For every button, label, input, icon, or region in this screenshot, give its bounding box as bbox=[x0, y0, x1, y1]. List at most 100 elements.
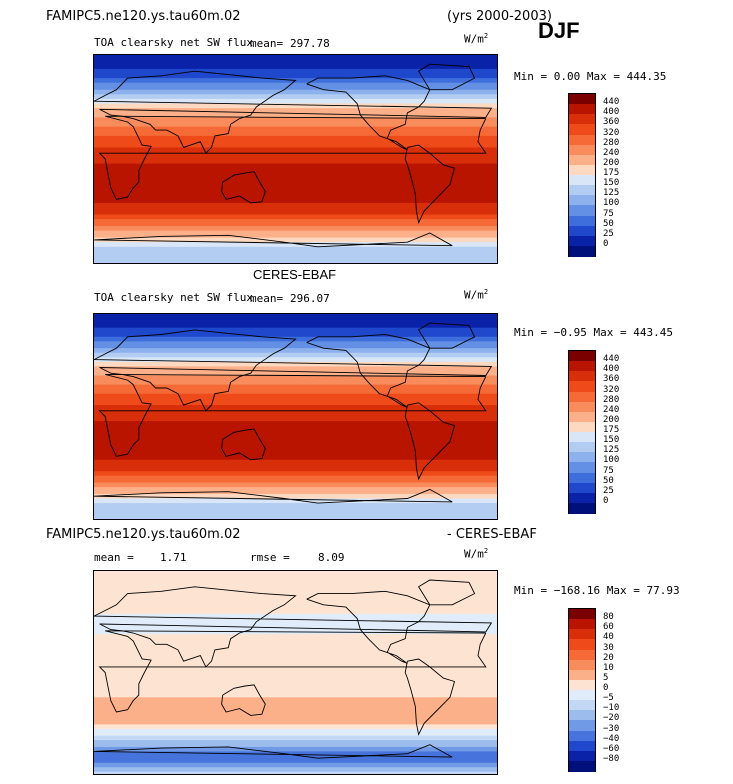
heatmap-band bbox=[94, 332, 497, 336]
colorbar-swatch bbox=[569, 225, 595, 237]
heatmap-band bbox=[94, 737, 497, 741]
coastline bbox=[221, 684, 266, 716]
heatmap-band bbox=[94, 128, 497, 132]
heatmap-band bbox=[94, 389, 497, 393]
heatmap-band bbox=[94, 382, 497, 386]
heatmap-band bbox=[94, 336, 497, 340]
heatmap-band bbox=[94, 207, 497, 211]
heatmap-band bbox=[94, 604, 497, 608]
heatmap-band bbox=[94, 320, 497, 324]
colorbar-swatch bbox=[569, 710, 595, 721]
coastline bbox=[404, 144, 456, 225]
heatmap-band bbox=[94, 627, 497, 631]
panel3-colorbar bbox=[568, 608, 596, 772]
panel2-mean-label: mean= bbox=[250, 292, 284, 305]
heatmap-band bbox=[94, 430, 497, 434]
heatmap-band bbox=[94, 575, 497, 579]
heatmap-band bbox=[94, 677, 497, 680]
heatmap-band bbox=[94, 334, 497, 338]
coastline bbox=[306, 334, 431, 408]
heatmap-band bbox=[94, 115, 497, 118]
heatmap-band bbox=[94, 462, 497, 465]
heatmap-band bbox=[94, 679, 497, 683]
heatmap-band bbox=[94, 722, 497, 725]
coastline bbox=[404, 402, 456, 481]
heatmap-band bbox=[94, 219, 497, 222]
coastline bbox=[417, 322, 476, 349]
heatmap-band bbox=[94, 636, 497, 640]
heatmap-band bbox=[94, 348, 497, 352]
heatmap-band bbox=[94, 663, 497, 667]
colorbar-label: 175 bbox=[603, 168, 620, 178]
colorbar-swatch bbox=[569, 164, 595, 176]
heatmap-band bbox=[94, 503, 497, 506]
heatmap-band bbox=[94, 423, 497, 427]
heatmap-band bbox=[94, 713, 497, 716]
heatmap-band bbox=[94, 762, 497, 766]
colorbar-swatch bbox=[569, 411, 595, 423]
heatmap-band bbox=[94, 704, 497, 707]
colorbar-swatch bbox=[569, 154, 595, 166]
heatmap-band bbox=[94, 402, 497, 406]
heatmap-band bbox=[94, 484, 497, 488]
heatmap-band bbox=[94, 78, 497, 82]
heatmap-band bbox=[94, 172, 497, 176]
panel2-heatmap bbox=[94, 314, 497, 519]
heatmap-band bbox=[94, 161, 497, 165]
coastline bbox=[94, 70, 493, 154]
heatmap-band bbox=[94, 96, 497, 100]
panel2-title: CERES-EBAF bbox=[253, 267, 337, 282]
colorbar-swatch bbox=[569, 205, 595, 216]
heatmap-band bbox=[94, 126, 497, 130]
heatmap-band bbox=[94, 258, 497, 262]
coastline bbox=[94, 586, 493, 668]
heatmap-band bbox=[94, 421, 497, 424]
panel3-minmax: Min = −168.16 Max = 77.93 bbox=[514, 584, 680, 597]
colorbar-swatch bbox=[569, 351, 595, 362]
colorbar-swatch bbox=[569, 371, 595, 382]
heatmap-band bbox=[94, 80, 497, 84]
heatmap-band bbox=[94, 260, 497, 263]
panel2-mean-value: 296.07 bbox=[290, 292, 330, 305]
heatmap-band bbox=[94, 251, 497, 255]
colorbar-label: 75 bbox=[603, 465, 614, 476]
heatmap-band bbox=[94, 87, 497, 91]
heatmap-band bbox=[94, 373, 497, 377]
colorbar-label: 125 bbox=[603, 188, 620, 199]
heatmap-band bbox=[94, 325, 497, 329]
heatmap-band bbox=[94, 507, 497, 511]
heatmap-band bbox=[94, 602, 497, 606]
heatmap-band bbox=[94, 584, 497, 588]
colorbar-swatch bbox=[569, 124, 595, 135]
heatmap-band bbox=[94, 384, 497, 388]
colorbar-label: 60 bbox=[603, 622, 614, 633]
heatmap-band bbox=[94, 744, 497, 748]
colorbar-swatch bbox=[569, 629, 595, 640]
heatmap-band bbox=[94, 710, 497, 714]
heatmap-band bbox=[94, 191, 497, 195]
heatmap-band bbox=[94, 629, 497, 633]
coastline bbox=[221, 171, 266, 204]
heatmap-band bbox=[94, 607, 497, 610]
heatmap-band bbox=[94, 577, 497, 581]
heatmap-band bbox=[94, 391, 497, 395]
heatmap-band bbox=[94, 253, 497, 257]
panel3-minus-obs: - CERES-EBAF bbox=[447, 527, 537, 542]
colorbar-label: 240 bbox=[603, 147, 620, 158]
colorbar-swatch bbox=[569, 144, 595, 156]
colorbar-label: 50 bbox=[603, 218, 614, 229]
heatmap-band bbox=[94, 249, 497, 253]
heatmap-band bbox=[94, 598, 497, 601]
colorbar-label: 50 bbox=[603, 475, 614, 486]
heatmap-band bbox=[94, 683, 497, 687]
heatmap-band bbox=[94, 175, 497, 179]
colorbar-swatch bbox=[569, 482, 595, 494]
heatmap-band bbox=[94, 571, 497, 574]
heatmap-band bbox=[94, 345, 497, 349]
heatmap-band bbox=[94, 341, 497, 345]
colorbar-swatch bbox=[569, 639, 595, 650]
colorbar-label: 40 bbox=[603, 632, 614, 643]
heatmap-band bbox=[94, 205, 497, 209]
season-label: DJF bbox=[538, 18, 580, 43]
colorbar-label: 280 bbox=[603, 394, 620, 405]
